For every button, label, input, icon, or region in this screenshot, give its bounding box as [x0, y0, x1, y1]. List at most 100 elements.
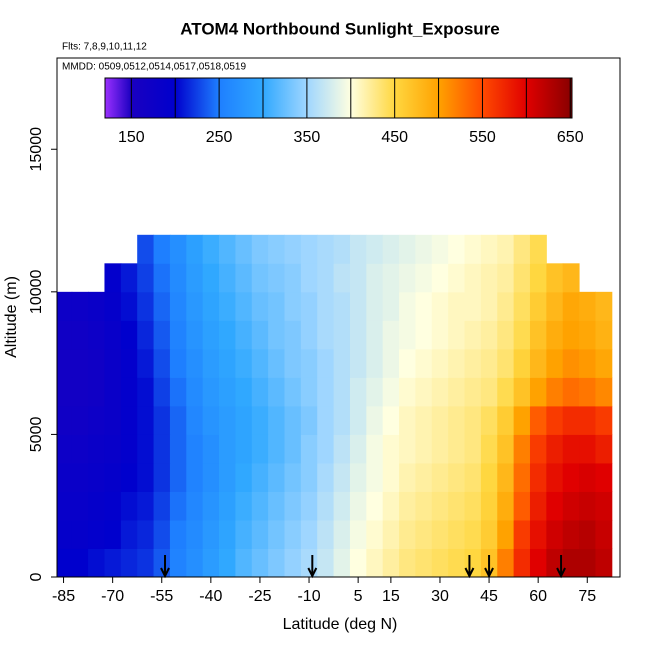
y-tick-label: 0	[28, 572, 45, 581]
heat-cell	[497, 405, 515, 435]
heat-cell	[120, 491, 138, 521]
heat-cell	[382, 291, 400, 321]
heat-cell	[120, 548, 138, 578]
heat-cell	[546, 263, 564, 293]
heat-cell	[448, 462, 466, 492]
heat-cell	[513, 377, 531, 407]
heat-cell	[153, 548, 171, 578]
heat-cell	[513, 548, 531, 578]
heat-cell	[104, 462, 122, 492]
heat-cell	[382, 348, 400, 378]
heat-cell	[317, 377, 335, 407]
heat-cell	[235, 377, 253, 407]
heat-cell	[333, 234, 351, 264]
heat-cell	[317, 234, 335, 264]
x-tick-label: 5	[354, 588, 363, 605]
heat-cell	[579, 548, 596, 578]
heat-cell	[579, 462, 596, 492]
heat-cell	[464, 519, 482, 549]
heat-cell	[104, 320, 122, 350]
heat-cell	[104, 405, 122, 435]
subtitle: MMDD: 0509,0512,0514,0517,0518,0519	[62, 62, 246, 73]
heat-cell	[399, 491, 416, 521]
heat-cell	[415, 377, 433, 407]
heat-cell	[464, 234, 482, 264]
heat-cell	[562, 519, 580, 549]
heat-cell	[546, 519, 564, 549]
heat-cell	[235, 434, 253, 464]
heat-cell	[366, 377, 384, 407]
heat-cell	[595, 462, 613, 492]
heat-cell	[546, 348, 564, 378]
heat-cell	[497, 434, 515, 464]
flight-marker-head	[556, 567, 566, 579]
x-axis-label: Latitude (deg N)	[283, 616, 398, 633]
heat-cell	[235, 519, 253, 549]
heat-cell	[529, 320, 547, 350]
heat-cell	[431, 434, 449, 464]
heat-cell	[562, 320, 580, 350]
heat-cell	[448, 519, 466, 549]
heat-cell	[333, 291, 351, 321]
heat-cell	[251, 291, 269, 321]
heat-cell	[480, 320, 498, 350]
heat-cell	[464, 405, 482, 435]
heat-cell	[284, 377, 302, 407]
heat-cell	[202, 405, 220, 435]
heat-cell	[513, 462, 531, 492]
heat-cell	[57, 434, 73, 464]
heat-cell	[480, 348, 498, 378]
heat-cell	[71, 348, 89, 378]
heat-cell	[88, 491, 105, 521]
heat-cell	[529, 434, 547, 464]
heat-cell	[431, 320, 449, 350]
heat-cell	[366, 491, 384, 521]
heat-cell	[546, 434, 564, 464]
heat-cell	[529, 548, 547, 578]
heat-cell	[300, 434, 318, 464]
heat-cell	[546, 462, 564, 492]
heat-cell	[169, 491, 187, 521]
heat-cell	[153, 320, 171, 350]
heat-cell	[497, 263, 515, 293]
heat-cell	[137, 405, 155, 435]
heat-cell	[284, 291, 302, 321]
heat-cell	[186, 519, 204, 549]
flight-marker-head	[307, 567, 318, 579]
x-tick-label: -25	[248, 588, 271, 605]
heat-cell	[88, 405, 105, 435]
heat-cell	[219, 405, 236, 435]
heat-cell	[513, 491, 531, 521]
heat-cell	[317, 548, 335, 578]
heat-cell	[399, 234, 416, 264]
heat-cell	[464, 348, 482, 378]
heat-cell	[480, 434, 498, 464]
heat-cell	[562, 377, 580, 407]
x-tick-label: 45	[480, 588, 498, 605]
heat-cell	[399, 263, 416, 293]
heat-cell	[137, 320, 155, 350]
flight-marker-head	[464, 567, 475, 579]
heat-cell	[169, 548, 187, 578]
heat-cell	[595, 320, 613, 350]
heat-cell	[71, 462, 89, 492]
heat-cell	[382, 434, 400, 464]
y-tick-label: 10000	[28, 269, 45, 314]
heat-cell	[202, 548, 220, 578]
heat-cell	[251, 405, 269, 435]
heat-cell	[415, 405, 433, 435]
heat-cell	[88, 320, 105, 350]
heat-cell	[464, 377, 482, 407]
heat-cell	[88, 434, 105, 464]
heat-cell	[349, 377, 367, 407]
heat-cell	[284, 462, 302, 492]
heat-cell	[529, 462, 547, 492]
heat-cell	[366, 519, 384, 549]
heat-cell	[382, 320, 400, 350]
heat-cell	[480, 462, 498, 492]
heat-cell	[448, 291, 466, 321]
heat-cell	[169, 519, 187, 549]
x-tick-label: 30	[431, 588, 449, 605]
heat-cell	[497, 291, 515, 321]
heat-cell	[71, 434, 89, 464]
